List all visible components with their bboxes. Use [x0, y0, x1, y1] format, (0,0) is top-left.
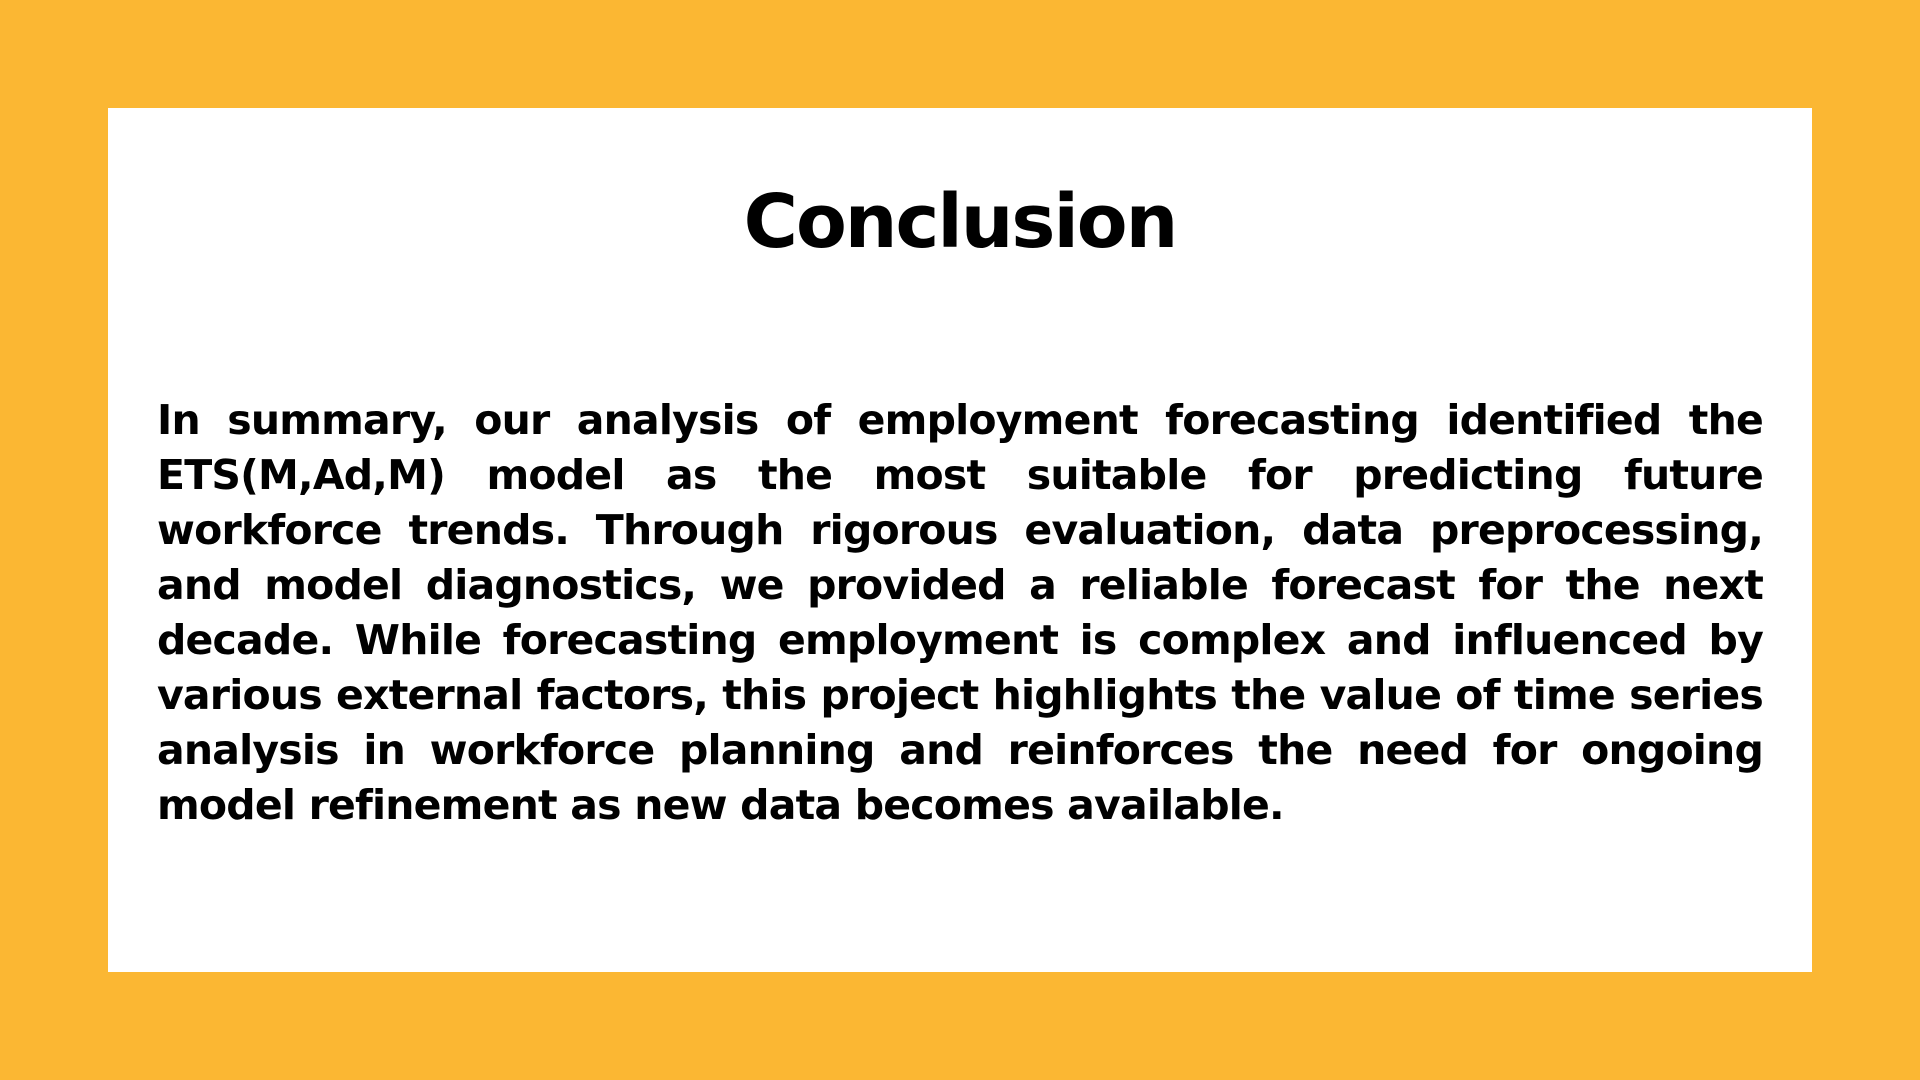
- conclusion-paragraph: In summary, our analysis of employment f…: [157, 396, 1764, 829]
- slide-title: Conclusion: [743, 179, 1179, 265]
- content-card: Conclusion In summary, our analysis of e…: [108, 108, 1812, 972]
